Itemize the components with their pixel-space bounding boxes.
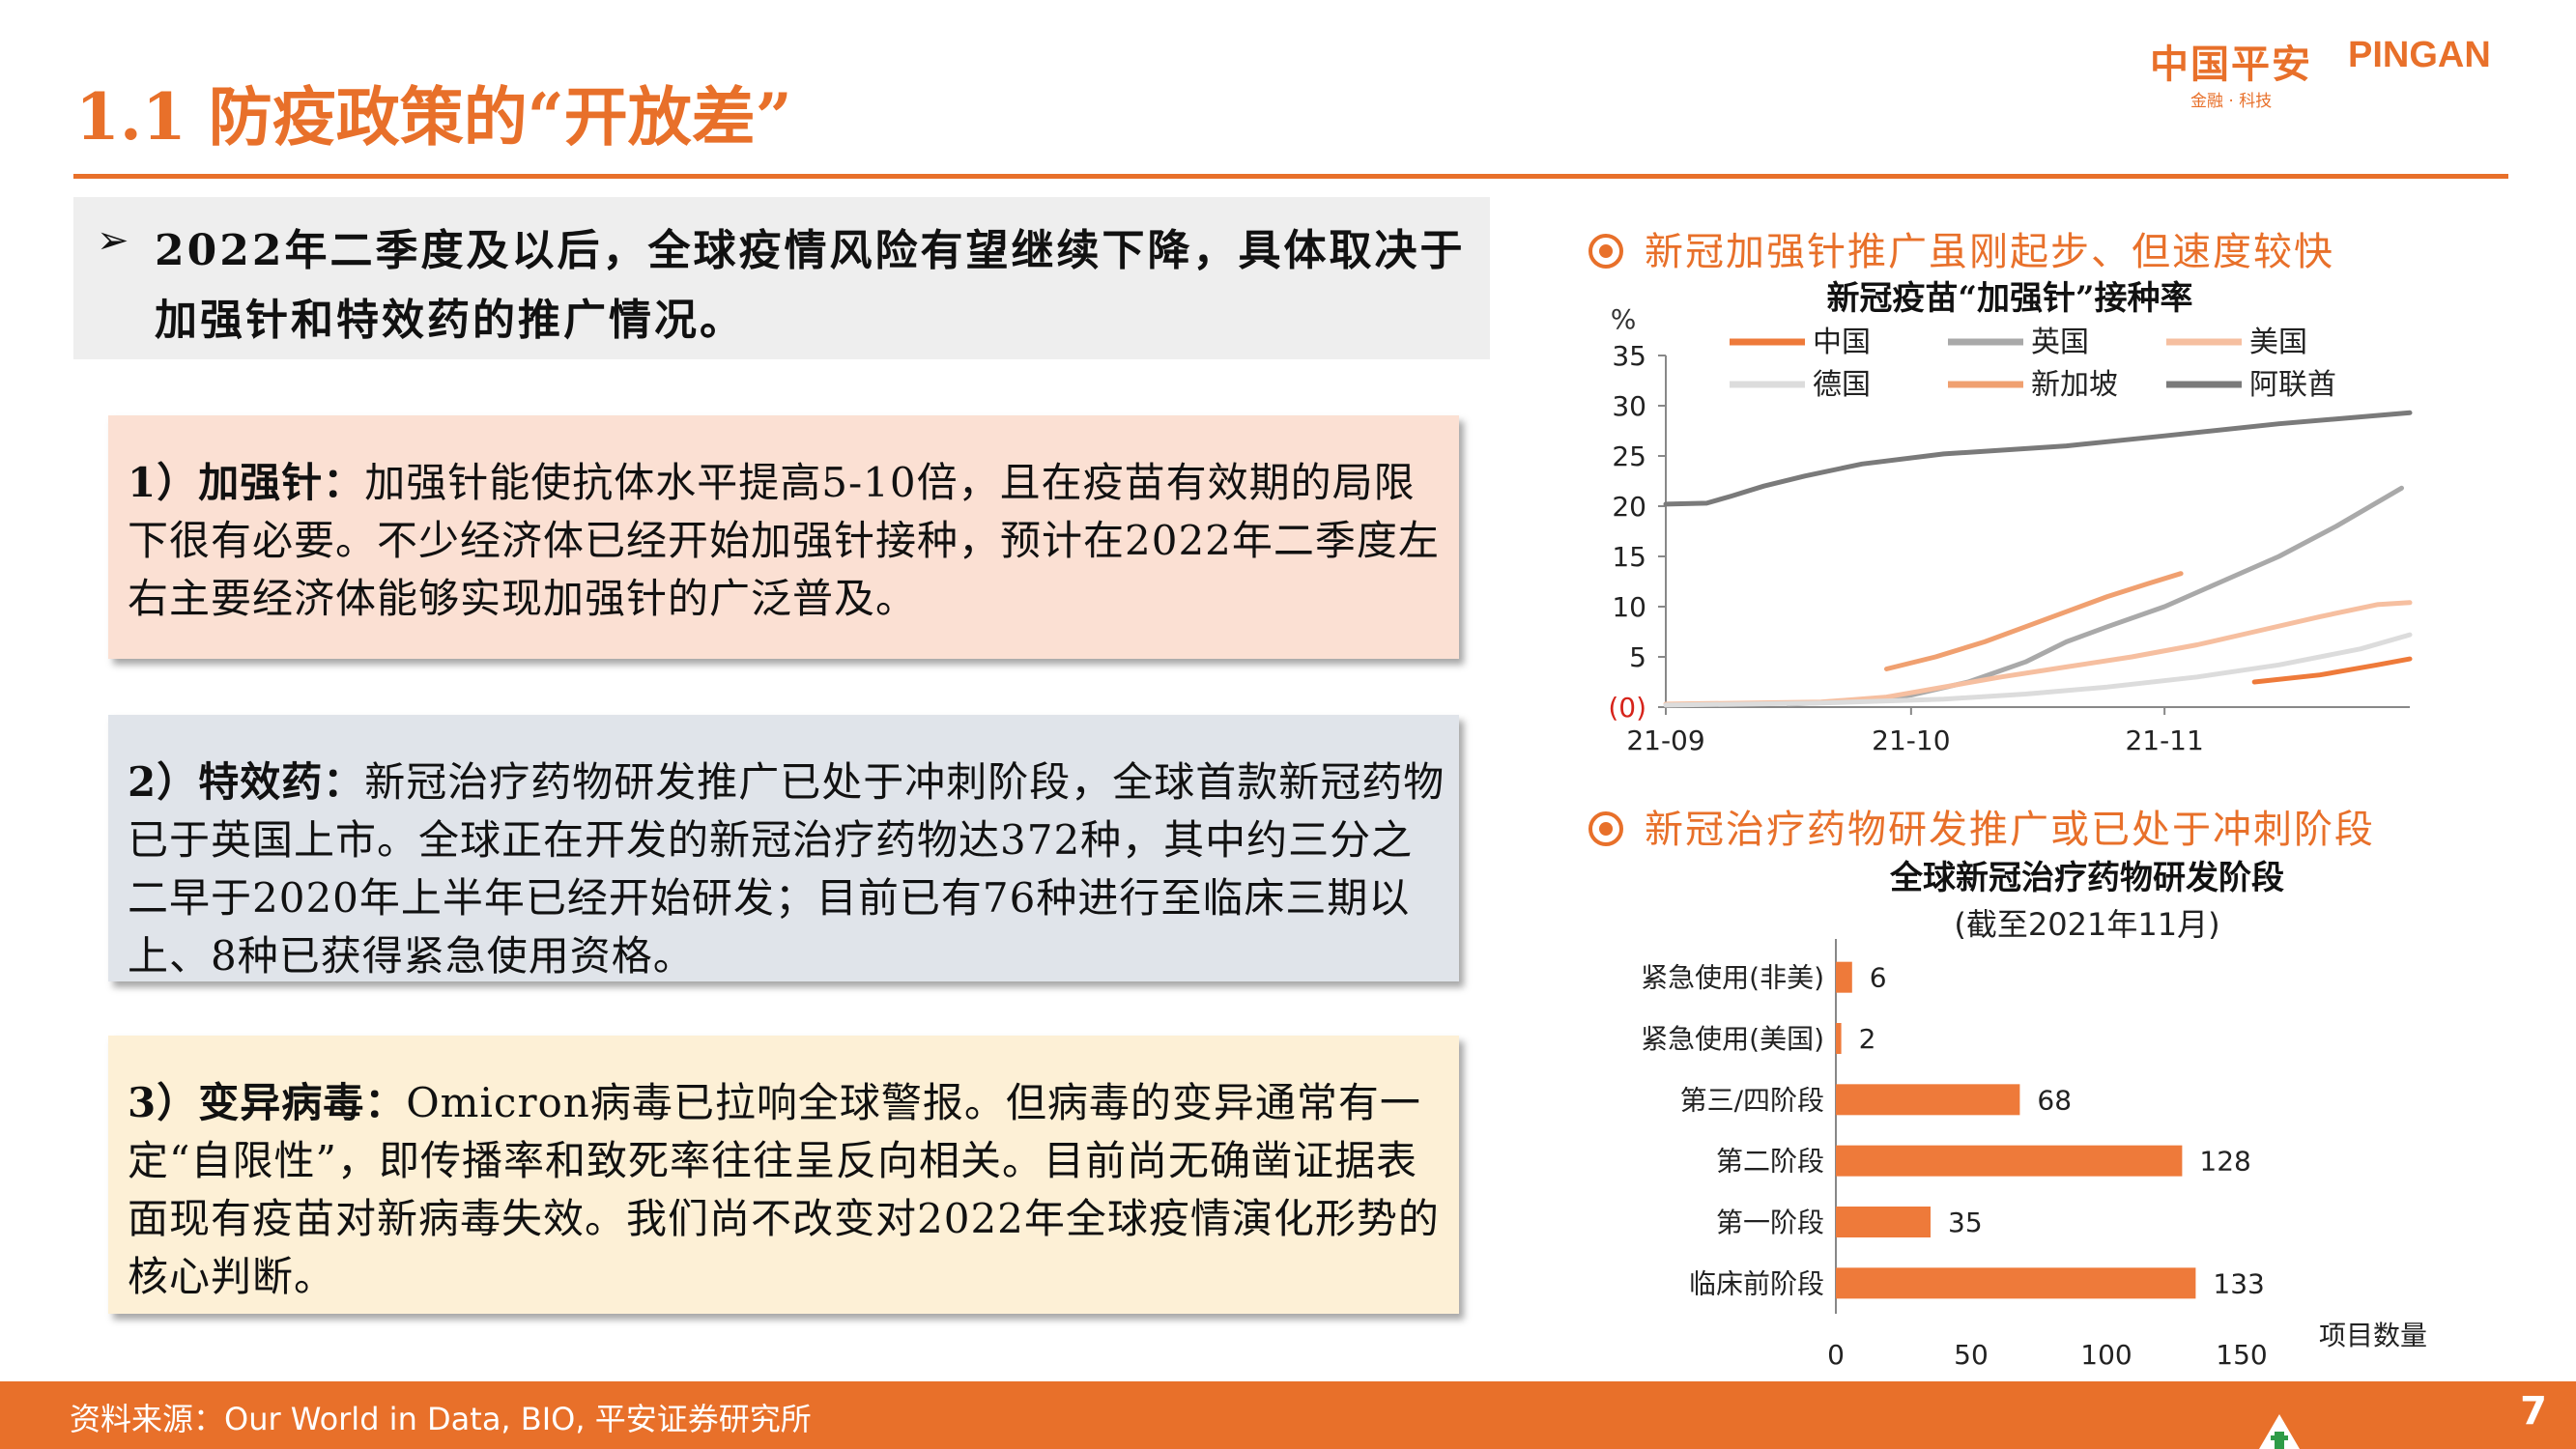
- category-label: 紧急使用(美国): [1641, 1023, 1824, 1055]
- y-tick-label: (0): [1608, 692, 1646, 724]
- data-label: 2: [1859, 1023, 1876, 1055]
- bar-第三/四阶段: [1836, 1084, 2020, 1116]
- bar-紧急使用(美国): [1836, 1023, 1842, 1054]
- x-tick-label: 21-11: [2125, 724, 2203, 756]
- variant-card: 3）变异病毒：Omicron病毒已拉响全球警报。但病毒的变异通常有一定“自限性”…: [108, 1036, 1459, 1314]
- bar-第二阶段: [1836, 1145, 2183, 1177]
- variant-card-text: 3）变异病毒：Omicron病毒已拉响全球警报。但病毒的变异通常有一定“自限性”…: [128, 1074, 1451, 1306]
- category-label: 第三/四阶段: [1680, 1084, 1824, 1116]
- legend-label: 中国: [1813, 326, 1871, 359]
- y-tick-label: 10: [1612, 591, 1646, 623]
- legend-label: 美国: [2249, 326, 2307, 359]
- section1-heading: 新冠加强针推广虽刚起步、但速度较快: [1589, 220, 2334, 276]
- drug-bar-chart: 全球新冠治疗药物研发阶段 (截至2021年11月) 紧急使用(非美) 6 紧急使用(美国…: [1641, 859, 2427, 1371]
- series-line-英国: [1786, 485, 2404, 707]
- x-tick-label: 50: [1954, 1339, 1989, 1371]
- variant-card-body: Omicron病毒已拉响全球警报。但病毒的变异通常有一定“自限性”，即传播率和致…: [128, 1079, 1440, 1300]
- logo-cn-text: 中国平安: [2150, 43, 2312, 87]
- category-label: 紧急使用(非美): [1641, 962, 1824, 994]
- page-title: 1.1 防疫政策的“开放差”: [75, 79, 792, 155]
- legend-label: 英国: [2031, 326, 2089, 359]
- category-label: 第一阶段: [1716, 1207, 1824, 1238]
- category-label: 第二阶段: [1716, 1146, 1824, 1178]
- x-axis-label: 项目数量: [2319, 1320, 2427, 1351]
- series-line-阿联酋: [1663, 410, 2413, 507]
- pingan-logo: 中国平安 PINGAN 金融 · 科技: [2150, 33, 2546, 111]
- pingan-mark-icon: [2259, 1414, 2300, 1449]
- title-divider: [73, 174, 2508, 179]
- legend-label: 阿联酋: [2249, 368, 2336, 402]
- y-tick-label: 30: [1612, 390, 1646, 422]
- x-tick-label: 0: [1827, 1339, 1845, 1371]
- x-tick-label: 150: [2216, 1339, 2267, 1371]
- logo-subtitle: 金融 · 科技: [2190, 92, 2273, 111]
- y-axis-unit: %: [1611, 303, 1637, 335]
- drug-card-body: 新冠治疗药物研发推广已处于冲刺阶段，全球首款新冠药物已于英国上市。全球正在开发的…: [128, 758, 1445, 980]
- drug-card: 2）特效药：新冠治疗药物研发推广已处于冲刺阶段，全球首款新冠药物已于英国上市。全…: [108, 715, 1459, 981]
- series-line-美国: [1663, 600, 2413, 707]
- series-line-中国: [2251, 656, 2413, 685]
- bar-紧急使用(非美): [1836, 961, 1852, 993]
- legend-label: 新加坡: [2031, 368, 2118, 402]
- section1-heading-text: 新冠加强针推广虽刚起步、但速度较快: [1645, 230, 2334, 274]
- chart-subtitle: (截至2021年11月): [1954, 906, 2219, 943]
- x-tick-label: 21-10: [1872, 724, 1950, 756]
- series-line-德国: [1663, 632, 2413, 708]
- data-label: 128: [2199, 1146, 2250, 1178]
- data-label: 6: [1870, 962, 1887, 994]
- x-tick-label: 21-09: [1626, 724, 1704, 756]
- booster-card-label: 1）加强针：: [128, 459, 365, 506]
- drug-card-text: 2）特效药：新冠治疗药物研发推广已处于冲刺阶段，全球首款新冠药物已于英国上市。全…: [128, 753, 1451, 985]
- x-tick-label: 100: [2080, 1339, 2132, 1371]
- source-note: 资料来源：Our World in Data, BIO, 平安证券研究所: [70, 1401, 812, 1437]
- footer-bar: 资料来源：Our World in Data, BIO, 平安证券研究所 7: [0, 1381, 2576, 1449]
- logo-en-text: PINGAN: [2348, 35, 2491, 75]
- data-label: 68: [2037, 1084, 2072, 1116]
- y-tick-label: 15: [1612, 541, 1646, 573]
- booster-line-chart: 新冠疫苗“加强针”接种率% (0) 5 10 15 20 25 30 35 21-09 21-10 2…: [1608, 279, 2413, 756]
- section2-heading: 新冠治疗药物研发推广或已处于冲刺阶段: [1589, 798, 2375, 854]
- target-bullet-icon: [1589, 234, 1623, 269]
- intro-box: ➢ 2022年二季度及以后，全球疫情风险有望继续下降，具体取决于加强针和特效药的…: [73, 197, 1490, 359]
- data-label: 35: [1948, 1207, 1983, 1238]
- drug-card-label: 2）特效药：: [128, 758, 365, 806]
- y-tick-label: 5: [1629, 641, 1646, 673]
- chart-title: 全球新冠治疗药物研发阶段: [1889, 859, 2284, 897]
- booster-card-text: 1）加强针：加强针能使抗体水平提高5-10倍，且在疫苗有效期的局限下很有必要。不…: [128, 454, 1451, 628]
- arrow-bullet-icon: ➢: [97, 218, 129, 263]
- page-number: 7: [2520, 1389, 2547, 1434]
- y-tick-label: 20: [1612, 491, 1646, 523]
- booster-card-body: 加强针能使抗体水平提高5-10倍，且在疫苗有效期的局限下很有必要。不少经济体已经…: [128, 459, 1440, 622]
- series-line-新加坡: [1884, 571, 2184, 671]
- target-bullet-icon: [1589, 811, 1623, 846]
- bar-临床前阶段: [1836, 1267, 2196, 1299]
- bar-第一阶段: [1836, 1207, 1931, 1237]
- y-tick-label: 25: [1612, 440, 1646, 472]
- section2-heading-text: 新冠治疗药物研发推广或已处于冲刺阶段: [1645, 808, 2375, 852]
- category-label: 临床前阶段: [1689, 1267, 1824, 1299]
- y-tick-label: 35: [1612, 340, 1646, 372]
- booster-card: 1）加强针：加强针能使抗体水平提高5-10倍，且在疫苗有效期的局限下很有必要。不…: [108, 415, 1459, 659]
- variant-card-label: 3）变异病毒：: [128, 1079, 407, 1126]
- chart-title: 新冠疫苗“加强针”接种率: [1826, 279, 2192, 318]
- intro-text: 2022年二季度及以后，全球疫情风险有望继续下降，具体取决于加强针和特效药的推广…: [155, 226, 1466, 345]
- legend-label: 德国: [1813, 368, 1871, 402]
- data-label: 133: [2213, 1267, 2264, 1299]
